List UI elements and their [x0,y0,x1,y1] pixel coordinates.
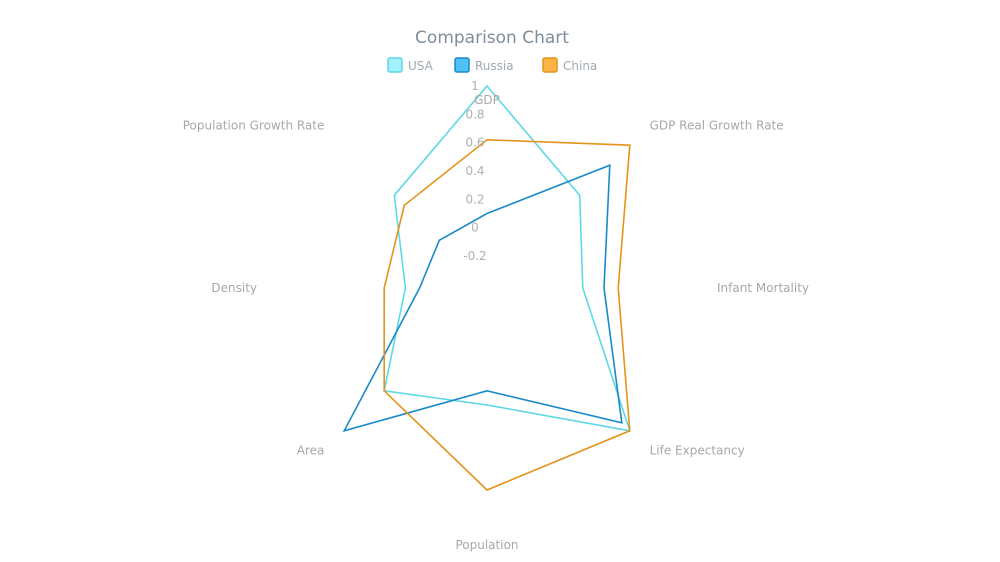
category-label: GDP [474,93,500,107]
legend-label: Russia [475,59,514,73]
legend[interactable]: USA Russia China [387,57,597,73]
series-layer [342,84,631,491]
category-labels: GDP GDP Real Growth Rate Infant Mortality L… [183,93,809,552]
category-label: Life Expectancy [650,444,745,458]
legend-item-china[interactable]: China [542,57,597,73]
radial-tick-label: 0.6 [465,136,484,150]
category-label: Infant Mortality [717,281,809,295]
category-label: Population [455,538,518,552]
category-label: Population Growth Rate [183,118,325,132]
category-label: Density [211,281,257,295]
legend-item-usa[interactable]: USA [387,57,434,73]
radial-tick-label: 0.2 [465,192,484,206]
radial-tick-label: 0.4 [465,164,484,178]
radial-tick-label: 1 [471,79,479,93]
legend-swatch [387,57,403,73]
radial-tick-label: -0.2 [463,249,486,263]
series-polygon-russia[interactable] [342,164,623,433]
radial-tick-label: 0.8 [465,107,484,121]
legend-label: USA [408,59,434,73]
radial-axis-ticks: 1 0.8 0.6 0.4 0.2 0 -0.2 [463,79,486,263]
legend-swatch [454,57,470,73]
legend-label: China [563,59,597,73]
category-label: Area [297,444,325,458]
category-label: GDP Real Growth Rate [650,118,784,132]
series-polygon-china[interactable] [383,138,631,491]
legend-item-russia[interactable]: Russia [454,57,514,73]
legend-swatch [542,57,558,73]
radial-tick-label: 0 [471,221,479,235]
series-polygon-usa[interactable] [383,84,631,432]
chart-title: Comparison Chart [415,28,569,48]
